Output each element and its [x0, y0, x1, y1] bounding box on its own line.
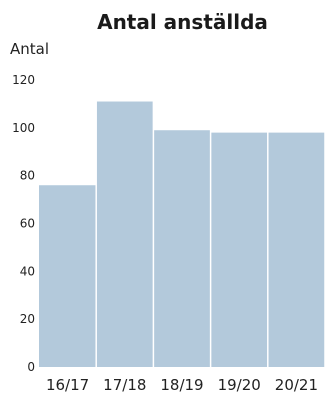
y-axis-label: Antal [10, 40, 50, 58]
y-tick-label: 60 [20, 217, 35, 231]
bars [39, 101, 325, 368]
x-tick-label: 19/20 [218, 376, 261, 394]
y-tick-label: 40 [20, 264, 35, 278]
bar-16-17 [39, 185, 96, 367]
y-tick-label: 80 [20, 169, 35, 183]
y-tick-label: 120 [12, 73, 35, 87]
bar-20-21 [268, 132, 325, 367]
y-axis-ticks: 0 20 40 60 80 100 120 [12, 73, 35, 374]
x-tick-label: 18/19 [160, 376, 203, 394]
bar-19-20 [211, 132, 268, 367]
y-tick-label: 0 [27, 360, 35, 374]
x-tick-label: 17/18 [103, 376, 146, 394]
y-tick-label: 20 [20, 312, 35, 326]
chart-title: Antal anställda [97, 10, 268, 34]
x-axis-ticks: 16/17 17/18 18/19 19/20 20/21 [46, 376, 318, 394]
y-tick-label: 100 [12, 121, 35, 135]
bar-17-18 [96, 101, 153, 368]
x-tick-label: 16/17 [46, 376, 89, 394]
x-tick-label: 20/21 [275, 376, 318, 394]
bar-18-19 [154, 130, 210, 367]
